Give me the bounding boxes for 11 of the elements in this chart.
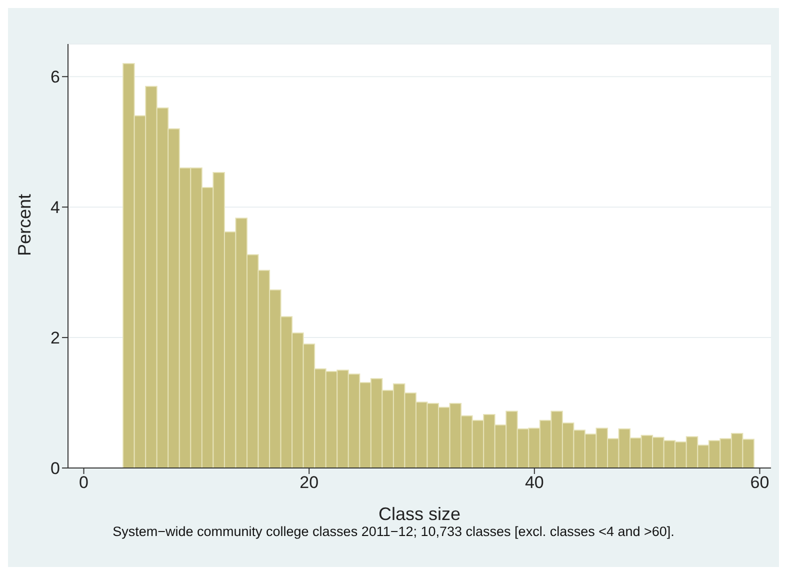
x-axis-title: Class size [378,504,461,524]
y-tick-label: 6 [50,68,60,87]
x-tick-label: 60 [750,473,770,492]
x-tick-label: 40 [524,473,544,492]
text: System−wide community college classes 2011−12; 10,733 classes [excl. classes <4 and >60]. [112,524,676,539]
x-tick-label: 20 [300,473,319,492]
y-tick-label: 0 [50,459,60,478]
y-axis-title: Percent [14,194,34,256]
y-tick-label: 4 [50,198,60,218]
x-tick-label: 0 [79,473,89,492]
y-tick-label: 2 [50,328,60,348]
